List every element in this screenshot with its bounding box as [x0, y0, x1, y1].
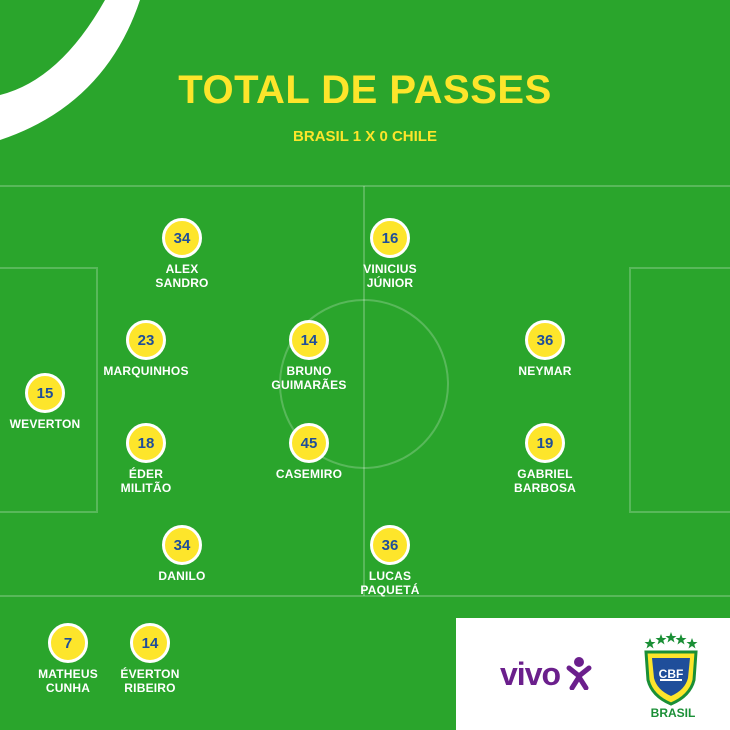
player-danilo: 34 DANILO	[112, 525, 252, 583]
player-name: MARQUINHOS	[103, 364, 189, 378]
passes-badge: 34	[162, 218, 202, 258]
passes-badge: 19	[525, 423, 565, 463]
passes-badge: 18	[126, 423, 166, 463]
passes-badge: 15	[25, 373, 65, 413]
player-name: ÉVERTON RIBEIRO	[120, 667, 180, 695]
player-neymar: 36 NEYMAR	[475, 320, 615, 378]
passes-badge: 14	[289, 320, 329, 360]
player-marquinhos: 23 MARQUINHOS	[76, 320, 216, 378]
player-name: ALEX SANDRO	[155, 262, 209, 290]
player-name: VINICIUS JÚNIOR	[363, 262, 417, 290]
cbf-brasil-label: BRASIL	[650, 706, 696, 720]
player-name: GABRIEL BARBOSA	[513, 467, 577, 495]
player-casemiro: 45 CASEMIRO	[239, 423, 379, 481]
page-title: TOTAL DE PASSES	[178, 68, 552, 112]
passes-badge: 14	[130, 623, 170, 663]
player-eder-militao: 18 ÉDER MILITÃO	[76, 423, 216, 495]
passes-badge: 36	[525, 320, 565, 360]
passes-badge: 23	[126, 320, 166, 360]
cbf-crest-icon: CBF	[644, 632, 698, 706]
vivo-figure-icon	[566, 657, 592, 690]
player-name: CASEMIRO	[275, 467, 343, 481]
match-score-subtitle: BRASIL 1 X 0 CHILE	[293, 128, 437, 145]
player-name: NEYMAR	[518, 364, 572, 378]
player-name: WEVERTON	[9, 417, 81, 431]
player-lucas-paqueta: 36 LUCAS PAQUETÁ	[320, 525, 460, 597]
player-everton-ribeiro: 14 ÉVERTON RIBEIRO	[80, 623, 220, 695]
player-weverton: 15 WEVERTON	[0, 373, 115, 431]
player-alex-sandro: 34 ALEX SANDRO	[112, 218, 252, 290]
player-bruno-guimaraes: 14 BRUNO GUIMARÃES	[239, 320, 379, 392]
passes-badge: 36	[370, 525, 410, 565]
player-vinicius-junior: 16 VINICIUS JÚNIOR	[320, 218, 460, 290]
passes-badge: 16	[370, 218, 410, 258]
passes-badge: 34	[162, 525, 202, 565]
player-matheus-cunha: 7 MATHEUS CUNHA	[0, 623, 138, 695]
player-name: LUCAS PAQUETÁ	[360, 569, 420, 597]
player-name: DANILO	[158, 569, 206, 583]
passes-badge: 7	[48, 623, 88, 663]
white-swoosh-decoration	[0, 0, 140, 140]
player-name: ÉDER MILITÃO	[120, 467, 172, 495]
player-gabriel-barbosa: 19 GABRIEL BARBOSA	[475, 423, 615, 495]
vivo-logo-text: vivo	[500, 656, 561, 692]
player-name: BRUNO GUIMARÃES	[271, 364, 347, 392]
passes-badge: 45	[289, 423, 329, 463]
sponsor-panel: vivo CBF BRASIL	[456, 618, 730, 730]
player-name: MATHEUS CUNHA	[38, 667, 98, 695]
svg-text:CBF: CBF	[659, 667, 684, 681]
